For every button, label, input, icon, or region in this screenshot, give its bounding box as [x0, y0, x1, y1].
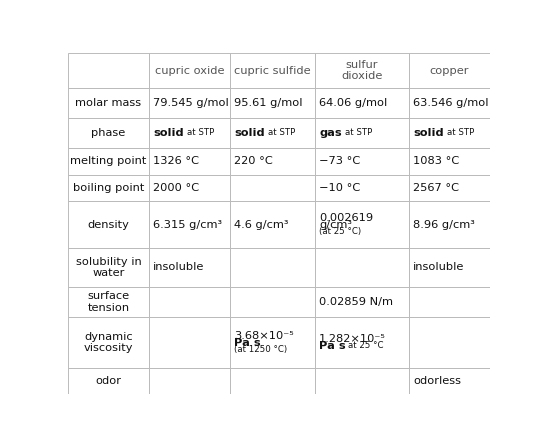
Text: g/cm³: g/cm³: [319, 220, 352, 230]
Text: at 25 °C: at 25 °C: [348, 341, 384, 350]
Bar: [315, 317, 409, 368]
Bar: [230, 368, 315, 394]
Bar: [409, 202, 490, 249]
Bar: [409, 148, 490, 175]
Text: Pa s: Pa s: [319, 341, 346, 351]
Text: molar mass: molar mass: [76, 98, 141, 108]
Bar: [68, 202, 149, 249]
Bar: [409, 175, 490, 202]
Text: 64.06 g/mol: 64.06 g/mol: [319, 98, 387, 108]
Text: gas: gas: [319, 128, 342, 138]
Text: dynamic
viscosity: dynamic viscosity: [84, 332, 133, 354]
Text: 1326 °C: 1326 °C: [153, 156, 199, 167]
Text: 2000 °C: 2000 °C: [153, 183, 199, 193]
Text: at STP: at STP: [187, 128, 214, 137]
Bar: [68, 249, 149, 287]
Bar: [315, 249, 409, 287]
Bar: [409, 317, 490, 368]
Text: 1.282×10⁻⁵: 1.282×10⁻⁵: [319, 334, 386, 344]
Bar: [315, 53, 409, 88]
Text: −10 °C: −10 °C: [319, 183, 361, 193]
Bar: [149, 287, 230, 317]
Bar: [315, 117, 409, 148]
Bar: [149, 175, 230, 202]
Text: 220 °C: 220 °C: [234, 156, 273, 167]
Bar: [149, 148, 230, 175]
Bar: [230, 249, 315, 287]
Bar: [409, 287, 490, 317]
Bar: [149, 88, 230, 117]
Text: 3.68×10⁻⁵: 3.68×10⁻⁵: [234, 331, 294, 341]
Bar: [68, 88, 149, 117]
Text: solubility in
water: solubility in water: [76, 256, 141, 278]
Bar: [230, 88, 315, 117]
Text: sulfur
dioxide: sulfur dioxide: [341, 60, 382, 82]
Text: cupric oxide: cupric oxide: [154, 66, 224, 76]
Text: 4.6 g/cm³: 4.6 g/cm³: [234, 220, 288, 230]
Text: 79.545 g/mol: 79.545 g/mol: [153, 98, 229, 108]
Text: at STP: at STP: [268, 128, 295, 137]
Text: 0.02859 N/m: 0.02859 N/m: [319, 297, 393, 307]
Text: boiling point: boiling point: [73, 183, 144, 193]
Bar: [149, 202, 230, 249]
Bar: [149, 249, 230, 287]
Text: 63.546 g/mol: 63.546 g/mol: [413, 98, 489, 108]
Bar: [230, 317, 315, 368]
Bar: [315, 202, 409, 249]
Bar: [68, 368, 149, 394]
Text: 95.61 g/mol: 95.61 g/mol: [234, 98, 302, 108]
Text: odorless: odorless: [413, 376, 461, 386]
Bar: [68, 287, 149, 317]
Bar: [315, 148, 409, 175]
Bar: [230, 175, 315, 202]
Bar: [149, 368, 230, 394]
Bar: [68, 148, 149, 175]
Text: density: density: [88, 220, 129, 230]
Bar: [68, 317, 149, 368]
Bar: [409, 249, 490, 287]
Text: −73 °C: −73 °C: [319, 156, 361, 167]
Text: 8.96 g/cm³: 8.96 g/cm³: [413, 220, 475, 230]
Text: copper: copper: [429, 66, 469, 76]
Text: surface
tension: surface tension: [88, 291, 129, 313]
Text: (at 25 °C): (at 25 °C): [319, 227, 361, 236]
Bar: [68, 175, 149, 202]
Text: 1083 °C: 1083 °C: [413, 156, 459, 167]
Bar: [68, 53, 149, 88]
Bar: [409, 53, 490, 88]
Text: at STP: at STP: [447, 128, 474, 137]
Bar: [409, 88, 490, 117]
Bar: [315, 88, 409, 117]
Bar: [409, 368, 490, 394]
Bar: [315, 287, 409, 317]
Text: solid: solid: [234, 128, 264, 138]
Text: insoluble: insoluble: [153, 262, 205, 272]
Text: cupric sulfide: cupric sulfide: [234, 66, 311, 76]
Text: 2567 °C: 2567 °C: [413, 183, 459, 193]
Bar: [149, 53, 230, 88]
Bar: [409, 117, 490, 148]
Text: melting point: melting point: [70, 156, 147, 167]
Bar: [68, 117, 149, 148]
Text: phase: phase: [91, 128, 126, 138]
Bar: [315, 175, 409, 202]
Text: at STP: at STP: [345, 128, 373, 137]
Bar: [315, 368, 409, 394]
Bar: [149, 317, 230, 368]
Text: 0.002619: 0.002619: [319, 214, 373, 223]
Text: 6.315 g/cm³: 6.315 g/cm³: [153, 220, 222, 230]
Bar: [230, 287, 315, 317]
Text: solid: solid: [413, 128, 443, 138]
Text: solid: solid: [153, 128, 184, 138]
Bar: [230, 53, 315, 88]
Bar: [230, 117, 315, 148]
Text: odor: odor: [95, 376, 121, 386]
Text: (at 1250 °C): (at 1250 °C): [234, 345, 287, 354]
Text: insoluble: insoluble: [413, 262, 465, 272]
Bar: [230, 202, 315, 249]
Text: Pa s: Pa s: [234, 338, 261, 348]
Bar: [230, 148, 315, 175]
Bar: [149, 117, 230, 148]
